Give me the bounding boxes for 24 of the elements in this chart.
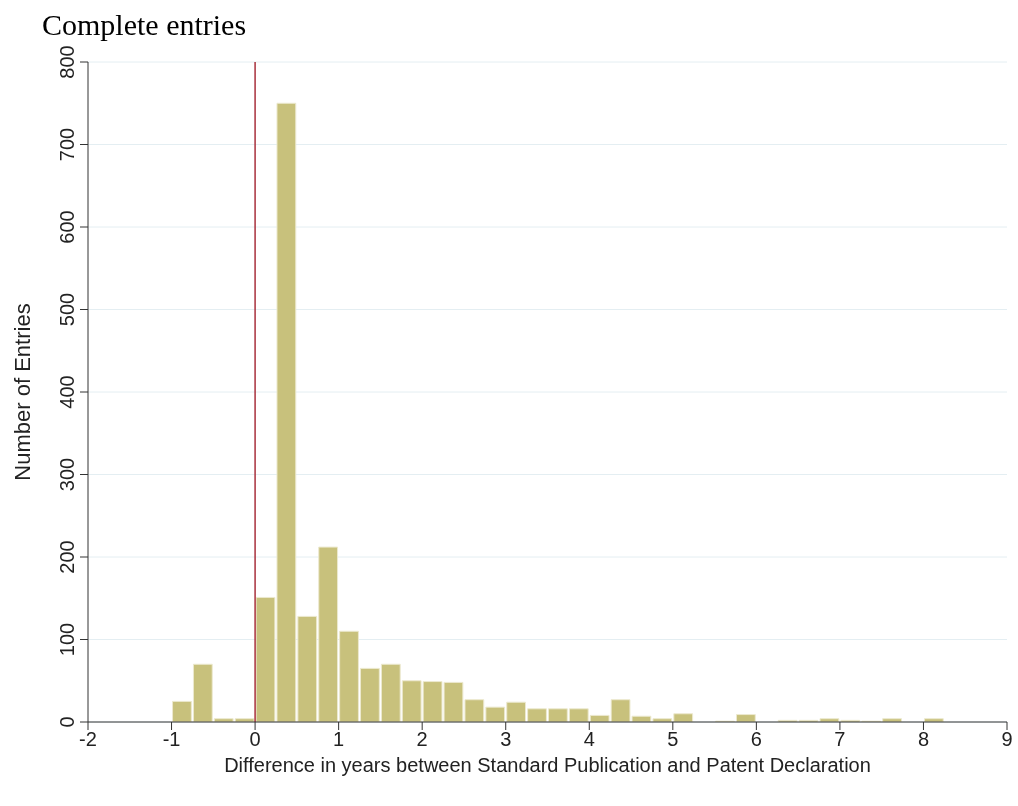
x-tick-label: 3 — [500, 728, 512, 751]
y-tick-label: 200 — [56, 540, 78, 574]
y-tick-label: 600 — [56, 210, 78, 244]
x-tick-label: -2 — [79, 728, 97, 751]
y-tick-label: 500 — [56, 292, 78, 327]
x-tick-label: 0 — [249, 728, 261, 751]
y-tick-label: 400 — [56, 375, 78, 409]
y-tick-label: 800 — [56, 45, 78, 79]
y-tick-label: 700 — [56, 127, 78, 162]
x-tick-label: -1 — [162, 728, 181, 751]
x-axis-title: Difference in years between Standard Publication and Patent Declaration — [224, 754, 871, 776]
x-tick-label: 8 — [917, 728, 930, 751]
x-tick-label: 1 — [333, 728, 345, 751]
y-tick-label: 0 — [56, 716, 78, 728]
y-tick-label: 300 — [56, 457, 78, 492]
x-tick-label: 7 — [834, 728, 846, 751]
x-tick-label: 4 — [583, 728, 595, 751]
y-tick-label: 100 — [56, 622, 78, 657]
x-tick-label: 2 — [416, 728, 428, 751]
x-tick-label: 5 — [667, 728, 679, 751]
x-tick-label: 9 — [1001, 728, 1013, 751]
x-tick-label: 6 — [750, 728, 762, 751]
chart-title: Complete entries — [42, 8, 248, 42]
y-axis-title: Number of Entries — [9, 303, 35, 481]
